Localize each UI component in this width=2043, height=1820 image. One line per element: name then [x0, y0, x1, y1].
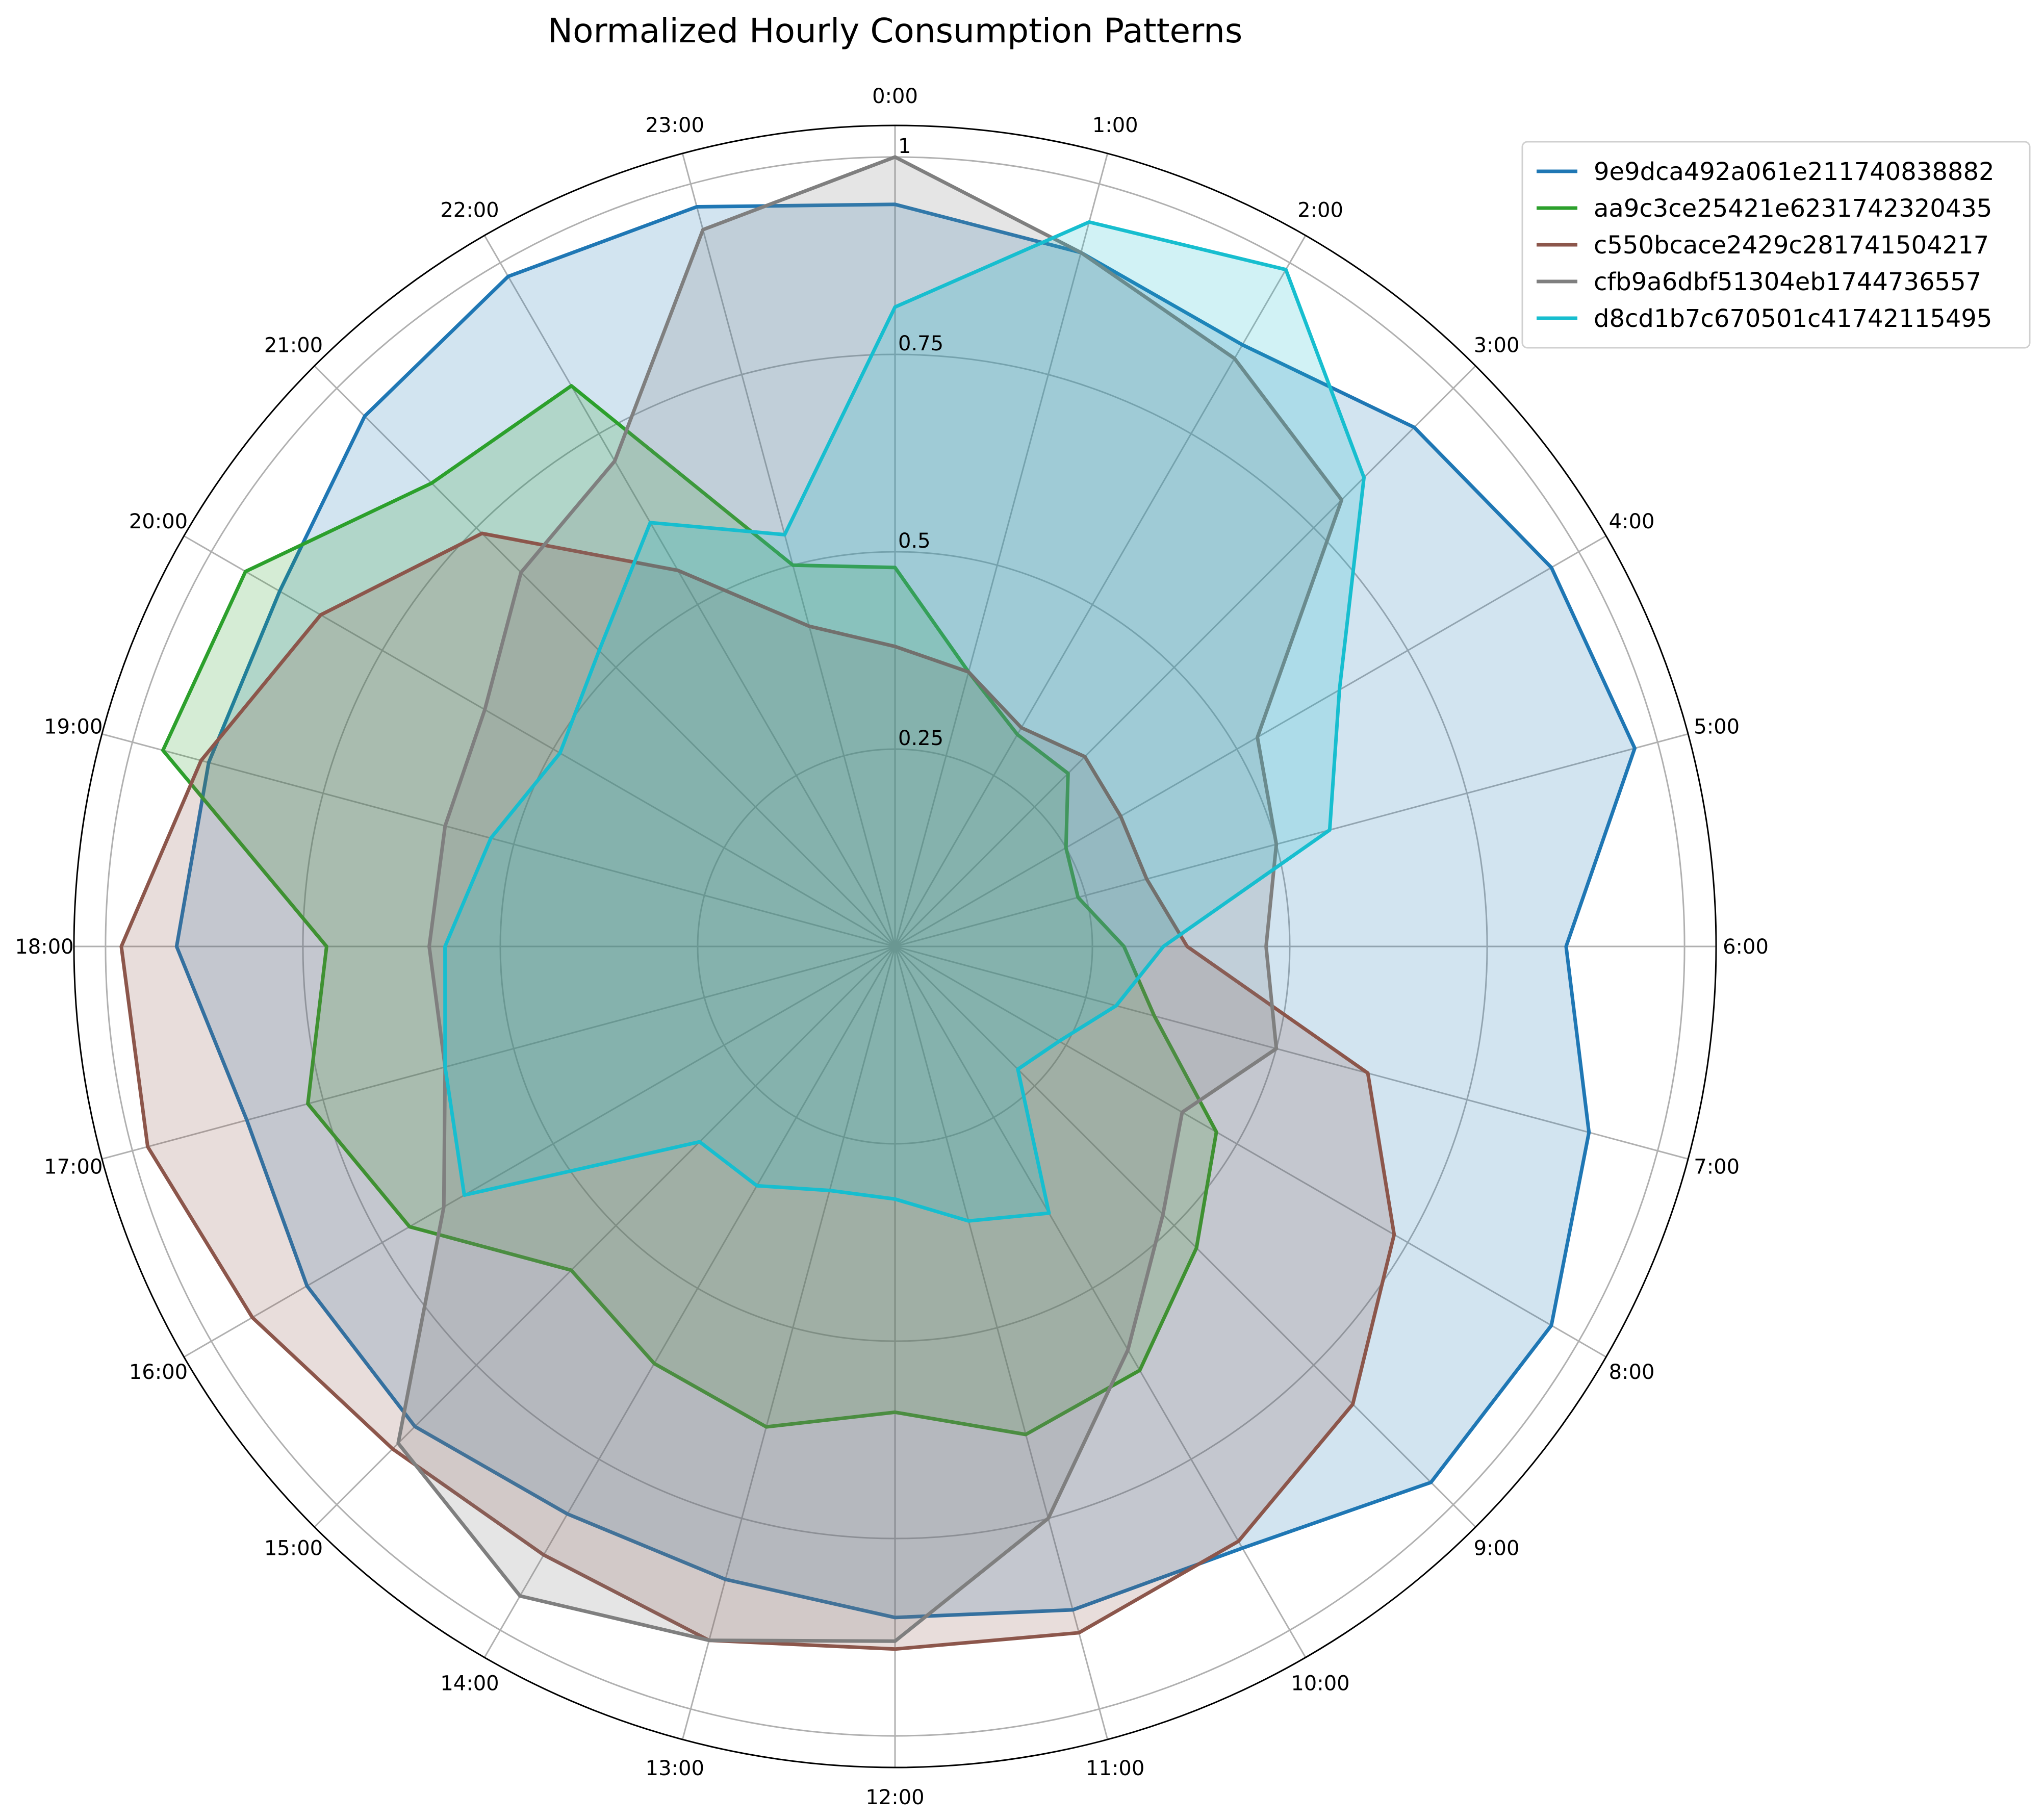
legend-entry-label: aa9c3ce25421e6231742320435 — [1594, 194, 1992, 223]
hour-tick-label: 14:00 — [440, 1672, 499, 1696]
hour-tick-label: 8:00 — [1609, 1361, 1655, 1384]
radial-tick-label: 0.5 — [898, 529, 931, 553]
series-line — [174, 202, 1637, 1620]
hour-tick-label: 10:00 — [1291, 1672, 1349, 1696]
polar-frame — [73, 124, 1717, 1768]
angular-gridline — [483, 946, 896, 1658]
angular-gridline — [183, 535, 896, 947]
angular-gridline — [895, 945, 1607, 1358]
hour-tick-label: 5:00 — [1694, 715, 1740, 738]
legend-frame — [1521, 141, 2031, 349]
hour-tick-label: 18:00 — [15, 935, 73, 959]
angular-gridline — [895, 733, 1689, 947]
chart-title: Normalized Hourly Consumption Patterns — [548, 11, 1243, 50]
hour-tick-label: 21:00 — [264, 334, 323, 357]
angular-gridline — [681, 946, 896, 1740]
angular-gridline — [314, 365, 896, 947]
series-area — [163, 386, 1217, 1434]
hour-tick-label: 22:00 — [440, 199, 499, 222]
hour-tick-label: 19:00 — [44, 715, 103, 738]
legend-entry-label: d8cd1b7c670501c41742115495 — [1594, 304, 1992, 333]
hour-tick-label: 11:00 — [1086, 1757, 1144, 1780]
series-layer — [119, 155, 1637, 1651]
hour-tick-label: 0:00 — [872, 85, 918, 108]
angular-gridline — [681, 153, 896, 947]
series-line — [119, 531, 1396, 1651]
polar-grid — [73, 124, 1717, 1768]
angular-gridline — [101, 945, 896, 1160]
legend-entry-label: 9e9dca492a061e211740838882 — [1594, 158, 1995, 186]
series-area — [176, 204, 1635, 1618]
hour-tick-label: 7:00 — [1694, 1156, 1740, 1179]
angular-gridline — [894, 946, 1109, 1740]
angular-gridline — [483, 235, 896, 947]
series-area — [398, 157, 1342, 1642]
legend: 9e9dca492a061e211740838882 aa9c3ce25421e6… — [1521, 141, 2031, 349]
legend-entry-label: c550bcace2429c281741504217 — [1594, 231, 1989, 260]
angular-gridline — [894, 153, 1109, 947]
hour-tick-label: 1:00 — [1092, 114, 1138, 137]
hour-tick-label: 9:00 — [1474, 1537, 1520, 1560]
angular-gridline — [894, 945, 1476, 1528]
radial-tick-label: 0.75 — [898, 332, 943, 355]
angular-gridline — [183, 945, 896, 1358]
hour-tick-label: 6:00 — [1723, 935, 1769, 959]
hour-tick-label: 17:00 — [44, 1156, 103, 1179]
series-area — [121, 533, 1394, 1649]
angular-gridline — [314, 945, 896, 1528]
angular-gridline — [894, 235, 1307, 947]
series-line — [396, 155, 1344, 1643]
radial-tick-label: 1 — [898, 135, 911, 158]
angular-gridline — [894, 946, 1307, 1658]
radial-tick-label: 0.25 — [898, 727, 943, 750]
hour-tick-label: 4:00 — [1609, 510, 1655, 533]
hour-tick-label: 3:00 — [1474, 334, 1520, 357]
series-area — [445, 222, 1364, 1221]
series-line — [161, 384, 1218, 1437]
hour-tick-label: 12:00 — [865, 1786, 924, 1809]
series-line — [443, 220, 1366, 1223]
angular-gridline — [895, 535, 1607, 947]
angular-gridline — [894, 365, 1476, 947]
angular-gridline — [895, 945, 1689, 1160]
hour-tick-label: 23:00 — [646, 114, 704, 137]
legend-entry-label: cfb9a6dbf51304eb1744736557 — [1594, 268, 1981, 296]
hour-tick-label: 15:00 — [264, 1537, 323, 1560]
axis-labels: 0:00 1:00 2:00 3:00 4:00 5:00 6:00 7:00 8:00 9:00… — [15, 85, 1769, 1809]
hour-tick-label: 16:00 — [129, 1361, 188, 1384]
hour-tick-label: 2:00 — [1297, 199, 1343, 222]
hour-tick-label: 20:00 — [129, 510, 188, 533]
angular-gridline — [101, 733, 896, 947]
hour-tick-label: 13:00 — [646, 1757, 704, 1780]
